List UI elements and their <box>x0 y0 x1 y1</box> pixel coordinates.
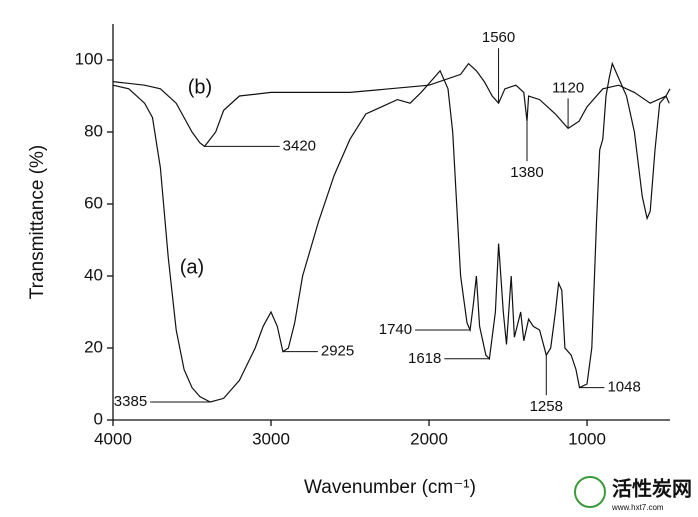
peak-label: 3420 <box>283 137 316 154</box>
y-tick-label: 40 <box>84 265 103 284</box>
peak-label: 1048 <box>607 379 640 396</box>
x-tick-label: 3000 <box>252 429 290 448</box>
peak-label: 2925 <box>321 343 354 360</box>
peak-label: 3385 <box>114 393 147 410</box>
y-tick-label: 80 <box>84 121 103 140</box>
spectrum-line <box>112 62 671 148</box>
x-tick-label: 2000 <box>410 429 448 448</box>
peak-label: 1740 <box>379 321 412 338</box>
peak-label: 1258 <box>530 398 563 415</box>
watermark-url: www.hxt7.com <box>611 503 664 512</box>
x-tick-label: 1000 <box>568 429 606 448</box>
y-tick-label: 60 <box>84 193 103 212</box>
peak-label: 1618 <box>408 350 441 367</box>
x-axis-title: Wavenumber (cm⁻¹) <box>304 477 476 498</box>
y-tick-label: 0 <box>94 409 103 428</box>
series-label: (a) <box>180 256 204 278</box>
watermark-title: 活性炭网 <box>612 477 692 500</box>
y-axis-title: Transmittance (%) <box>27 145 48 300</box>
spectrum-line <box>112 61 670 403</box>
peak-label: 1560 <box>482 29 515 46</box>
y-tick-label: 20 <box>84 337 103 356</box>
peak-label: 1380 <box>510 164 543 181</box>
series-label: (b) <box>188 76 212 98</box>
y-tick-label: 100 <box>75 49 103 68</box>
x-tick-label: 4000 <box>94 429 132 448</box>
peak-label: 1120 <box>552 79 584 96</box>
watermark-logo <box>574 476 606 508</box>
